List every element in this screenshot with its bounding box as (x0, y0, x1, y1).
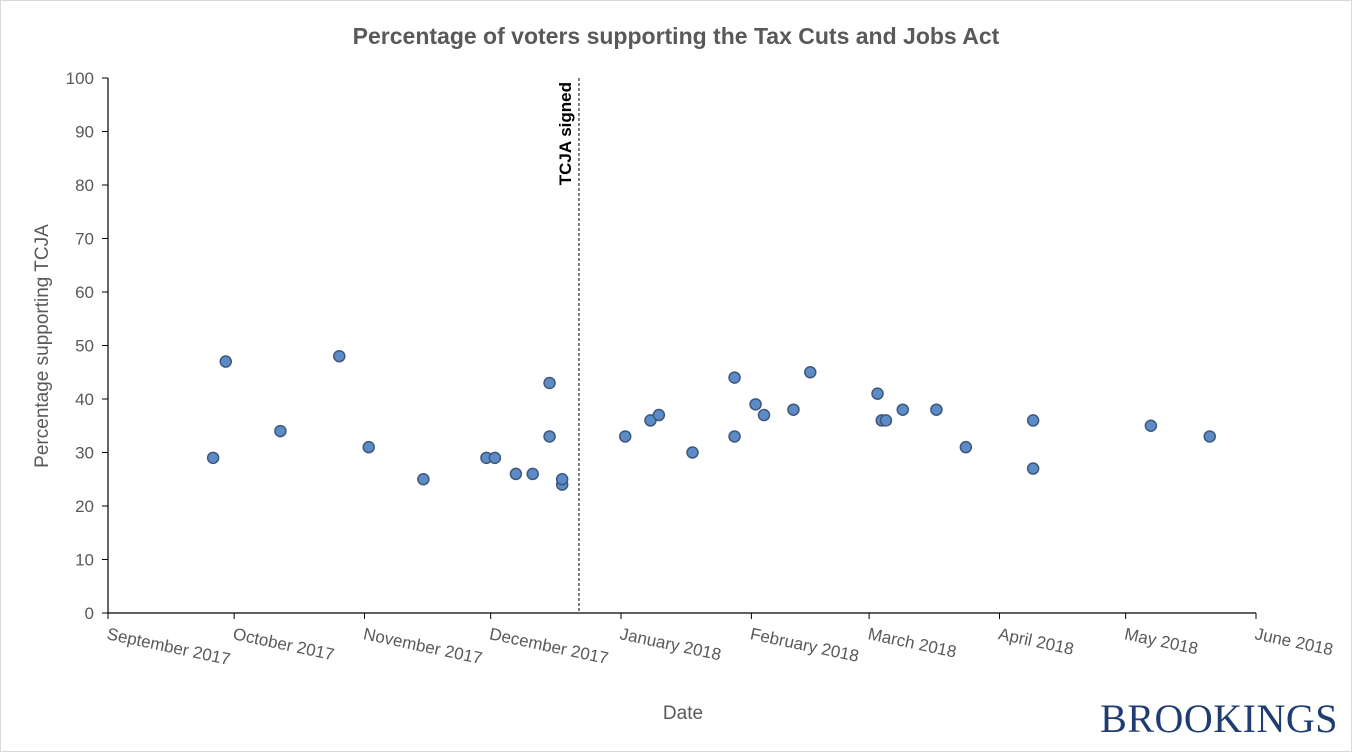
data-point (543, 376, 556, 390)
x-tick-label: April 2018 (997, 624, 1076, 659)
y-tick-label: 20 (75, 497, 94, 516)
data-point (1144, 419, 1158, 432)
x-tick-label: September 2017 (105, 624, 232, 669)
x-tick-label: February 2018 (749, 624, 861, 666)
y-tick-label: 100 (66, 69, 94, 88)
tcja-signed-label: TCJA signed (556, 82, 575, 185)
data-point (1026, 414, 1040, 427)
y-tick-label: 90 (75, 123, 94, 142)
data-point (749, 398, 762, 411)
data-point (1026, 462, 1040, 475)
data-point (879, 414, 893, 427)
data-point (206, 451, 220, 465)
data-point (417, 473, 430, 486)
data-point (488, 451, 502, 465)
data-point (728, 430, 741, 443)
data-point (618, 430, 632, 443)
y-tick-label: 50 (75, 337, 94, 356)
data-point (896, 403, 910, 416)
data-point (787, 403, 800, 416)
data-point (1203, 430, 1216, 443)
y-tick-label: 10 (75, 551, 94, 570)
data-point (757, 408, 771, 422)
data-point (362, 440, 375, 454)
y-tick-label: 30 (75, 444, 94, 463)
brookings-logo: BROOKINGS (1100, 696, 1338, 741)
data-point (555, 473, 569, 486)
y-tick-label: 70 (75, 230, 94, 249)
data-point (219, 355, 232, 368)
y-tick-label: 60 (75, 283, 94, 302)
y-tick-label: 80 (75, 176, 94, 195)
x-tick-label: May 2018 (1123, 624, 1200, 658)
x-tick-label: June 2018 (1253, 624, 1335, 659)
x-tick-label: October 2017 (231, 624, 336, 664)
x-tick-label: November 2017 (362, 624, 484, 668)
x-tick-label: December 2017 (488, 624, 610, 668)
y-axis-title: Percentage supporting TCJA (32, 224, 53, 468)
data-point (652, 408, 666, 422)
y-tick-label: 0 (85, 604, 94, 623)
data-point (333, 349, 346, 363)
data-point (728, 371, 741, 384)
data-point (543, 430, 556, 443)
x-tick-label: March 2018 (866, 624, 958, 661)
chart-title: Percentage of voters supporting the Tax … (353, 23, 1000, 49)
data-point (509, 467, 523, 481)
data-point (804, 366, 817, 379)
data-point (871, 387, 884, 400)
data-point (526, 467, 539, 481)
x-axis-title: Date (663, 703, 703, 724)
data-point (686, 446, 699, 459)
y-tick-label: 40 (75, 390, 94, 409)
x-tick-label: January 2018 (618, 624, 723, 664)
data-point (930, 403, 943, 416)
data-point (274, 424, 287, 438)
data-point (959, 440, 973, 454)
